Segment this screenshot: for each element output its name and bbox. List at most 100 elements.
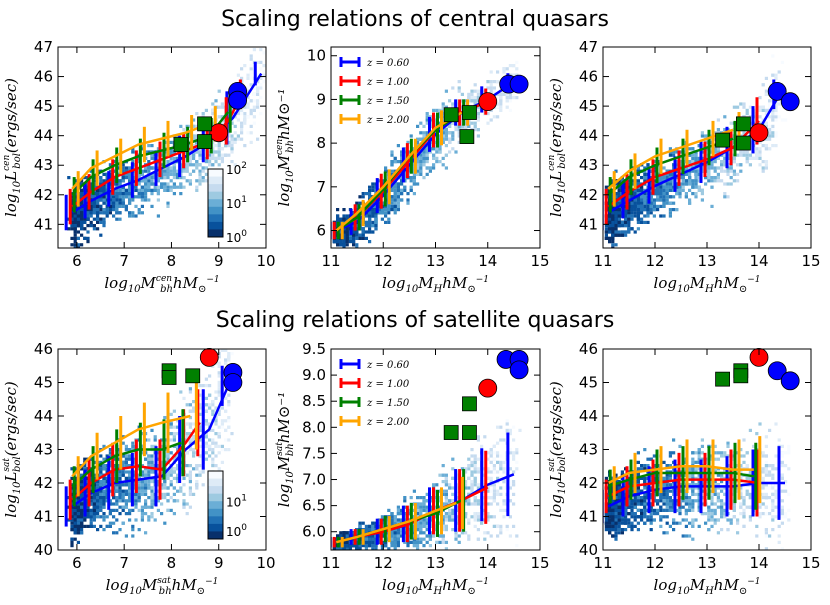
- density-cell: [476, 96, 480, 100]
- density-cell: [710, 160, 714, 164]
- density-cell: [150, 176, 154, 180]
- density-cell: [345, 214, 349, 218]
- density-cell: [89, 204, 93, 208]
- density-cell: [396, 198, 400, 202]
- density-cell: [675, 208, 679, 212]
- density-cell: [118, 179, 122, 183]
- density-cell: [464, 118, 468, 122]
- density-cell: [656, 188, 660, 192]
- density-cell: [249, 83, 253, 87]
- density-cell: [179, 124, 183, 128]
- density-cell: [742, 131, 746, 135]
- density-cell: [630, 195, 634, 199]
- density-cell: [92, 217, 96, 221]
- density-cell: [656, 195, 660, 199]
- density-cell: [726, 182, 730, 186]
- density-cell: [489, 80, 493, 84]
- density-cell: [259, 83, 263, 87]
- density-cell: [451, 102, 455, 106]
- density-cell: [352, 236, 356, 240]
- density-cell: [172, 185, 176, 189]
- density-cell: [713, 150, 717, 154]
- density-cell: [755, 147, 759, 151]
- density-cell: [400, 188, 404, 192]
- density-cell: [108, 169, 112, 173]
- density-cell: [217, 144, 221, 148]
- density-cell: [102, 444, 106, 448]
- density-cell: [387, 220, 391, 224]
- density-cell: [230, 140, 234, 144]
- legend-label: z = 1.00: [366, 77, 410, 88]
- density-cell: [444, 134, 448, 138]
- density-cell: [745, 153, 749, 157]
- density-cell: [748, 163, 752, 167]
- density-cell: [396, 182, 400, 186]
- marker-square: [462, 105, 477, 120]
- density-cell: [508, 96, 512, 100]
- density-cell: [393, 211, 397, 215]
- density-cell: [240, 108, 244, 112]
- density-cell: [137, 182, 141, 186]
- density-cell: [176, 176, 180, 180]
- density-cell: [240, 131, 244, 135]
- density-cell: [681, 185, 685, 189]
- density-cell: [681, 182, 685, 186]
- density-cell: [419, 137, 423, 141]
- density-cell: [147, 150, 151, 154]
- density-cell: [176, 172, 180, 176]
- density-cell: [777, 99, 781, 103]
- density-cell: [678, 192, 682, 196]
- density-cell: [131, 160, 135, 164]
- density-cell: [390, 150, 394, 154]
- density-cell: [451, 147, 455, 151]
- density-cell: [400, 176, 404, 180]
- density-cell: [128, 214, 132, 218]
- density-cell: [390, 169, 394, 173]
- density-cell: [102, 179, 106, 183]
- density-cell: [230, 115, 234, 119]
- density-cell: [688, 160, 692, 164]
- density-cell: [348, 236, 352, 240]
- density-cell: [73, 243, 77, 247]
- density-cell: [476, 118, 480, 122]
- density-cell: [179, 185, 183, 189]
- density-cell: [99, 211, 103, 215]
- density-cell: [179, 176, 183, 180]
- density-cell: [630, 217, 634, 221]
- density-cell: [646, 211, 650, 215]
- density-cell: [659, 188, 663, 192]
- density-cell: [169, 480, 173, 484]
- density-cell: [86, 214, 90, 218]
- density-cell: [627, 220, 631, 224]
- density-cell: [195, 185, 199, 189]
- density-cell: [604, 236, 608, 240]
- density-cell: [761, 160, 765, 164]
- density-cell: [614, 224, 618, 228]
- density-cell: [115, 195, 119, 199]
- density-cell: [249, 70, 253, 74]
- density-cell: [508, 64, 512, 68]
- density-cell: [70, 227, 74, 231]
- density-cell: [150, 156, 154, 160]
- density-cell: [515, 67, 519, 71]
- y-tick-label: 9: [316, 90, 326, 108]
- density-cell: [348, 240, 352, 244]
- density-cell: [688, 179, 692, 183]
- density-cell: [611, 243, 615, 247]
- density-cell: [665, 176, 669, 180]
- colorbar-step: [208, 221, 223, 230]
- colorbar-frame: [207, 168, 224, 238]
- density-cell: [128, 508, 132, 512]
- density-cell: [758, 150, 762, 154]
- density-cell: [198, 172, 202, 176]
- density-cell: [256, 105, 260, 109]
- density-cell: [230, 134, 234, 138]
- density-cell: [697, 156, 701, 160]
- density-cell: [108, 489, 112, 493]
- density-cell: [470, 96, 474, 100]
- density-cell: [246, 76, 250, 80]
- density-cell: [668, 182, 672, 186]
- density-cell: [441, 115, 445, 119]
- density-cell: [694, 163, 698, 167]
- density-cell: [457, 80, 461, 84]
